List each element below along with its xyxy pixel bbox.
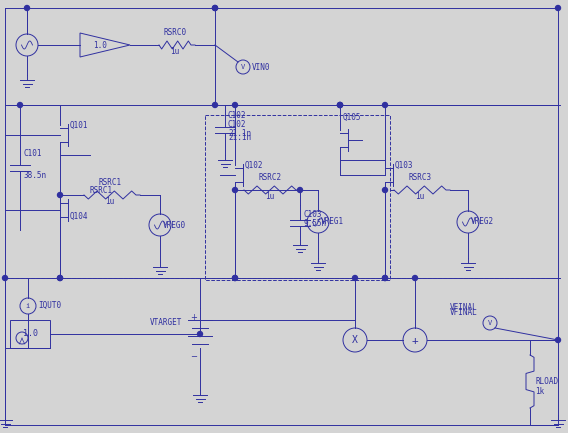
Text: IQUT0: IQUT0 [38,301,61,310]
Text: V: V [241,64,245,70]
Text: 1.0: 1.0 [93,41,107,49]
Circle shape [382,187,387,193]
Circle shape [337,103,343,107]
Text: VTARGET: VTARGET [150,318,182,327]
Text: 1u: 1u [265,192,274,201]
Text: RSRC2: RSRC2 [258,173,282,182]
Circle shape [337,103,343,107]
Circle shape [232,103,237,107]
Circle shape [2,275,7,281]
Circle shape [212,6,218,10]
Text: RLOAD: RLOAD [535,377,558,385]
Text: RSRC1: RSRC1 [90,186,113,195]
Circle shape [198,332,203,336]
Text: X: X [352,335,358,345]
Text: C103: C103 [303,210,321,219]
Text: 1u: 1u [170,47,179,56]
Circle shape [382,275,387,281]
Text: i: i [26,303,30,309]
Text: 1k: 1k [535,387,544,395]
Text: 38.5n: 38.5n [23,171,46,180]
Text: Q102: Q102 [245,161,264,170]
Text: RSRC3: RSRC3 [408,173,432,182]
Circle shape [212,6,218,10]
Text: 9.55n: 9.55n [303,219,326,228]
Circle shape [232,187,237,193]
Text: −: − [190,352,197,361]
Text: +: + [412,336,419,346]
Bar [10,320,50,348]
Text: Q101: Q101 [70,121,89,130]
Text: RSRC1: RSRC1 [98,178,122,187]
Text: C102: C102 [228,120,247,129]
Text: VREG1: VREG1 [321,217,344,226]
Circle shape [382,103,387,107]
Text: VIN0: VIN0 [252,62,270,71]
Text: VREG2: VREG2 [471,217,494,226]
Text: Q105: Q105 [343,113,361,122]
Circle shape [18,103,23,107]
Text: 1u: 1u [415,192,425,201]
Circle shape [57,193,62,197]
Circle shape [57,275,62,281]
Text: 1u: 1u [106,197,115,206]
Text: C101: C101 [23,149,41,158]
Text: +: + [190,313,197,322]
Text: VREG0: VREG0 [163,220,186,229]
Text: 1.0: 1.0 [23,330,37,339]
Circle shape [57,275,62,281]
Text: 21.1n: 21.1n [228,133,251,142]
Circle shape [298,187,303,193]
Circle shape [412,275,417,281]
Circle shape [212,103,218,107]
Text: VFINAL: VFINAL [450,308,478,317]
Text: 21.1n: 21.1n [228,129,251,138]
Text: Q104: Q104 [70,212,89,221]
Circle shape [353,275,357,281]
Text: VFINAL: VFINAL [450,304,478,313]
Circle shape [556,337,561,343]
Text: RSRC0: RSRC0 [164,28,186,37]
Text: V: V [488,320,492,326]
Circle shape [556,6,561,10]
Circle shape [382,275,387,281]
Bar [205,115,390,280]
Circle shape [337,103,343,107]
Text: Q103: Q103 [395,161,414,170]
Text: C102: C102 [228,111,247,120]
Circle shape [24,6,30,10]
Circle shape [232,275,237,281]
Circle shape [232,275,237,281]
